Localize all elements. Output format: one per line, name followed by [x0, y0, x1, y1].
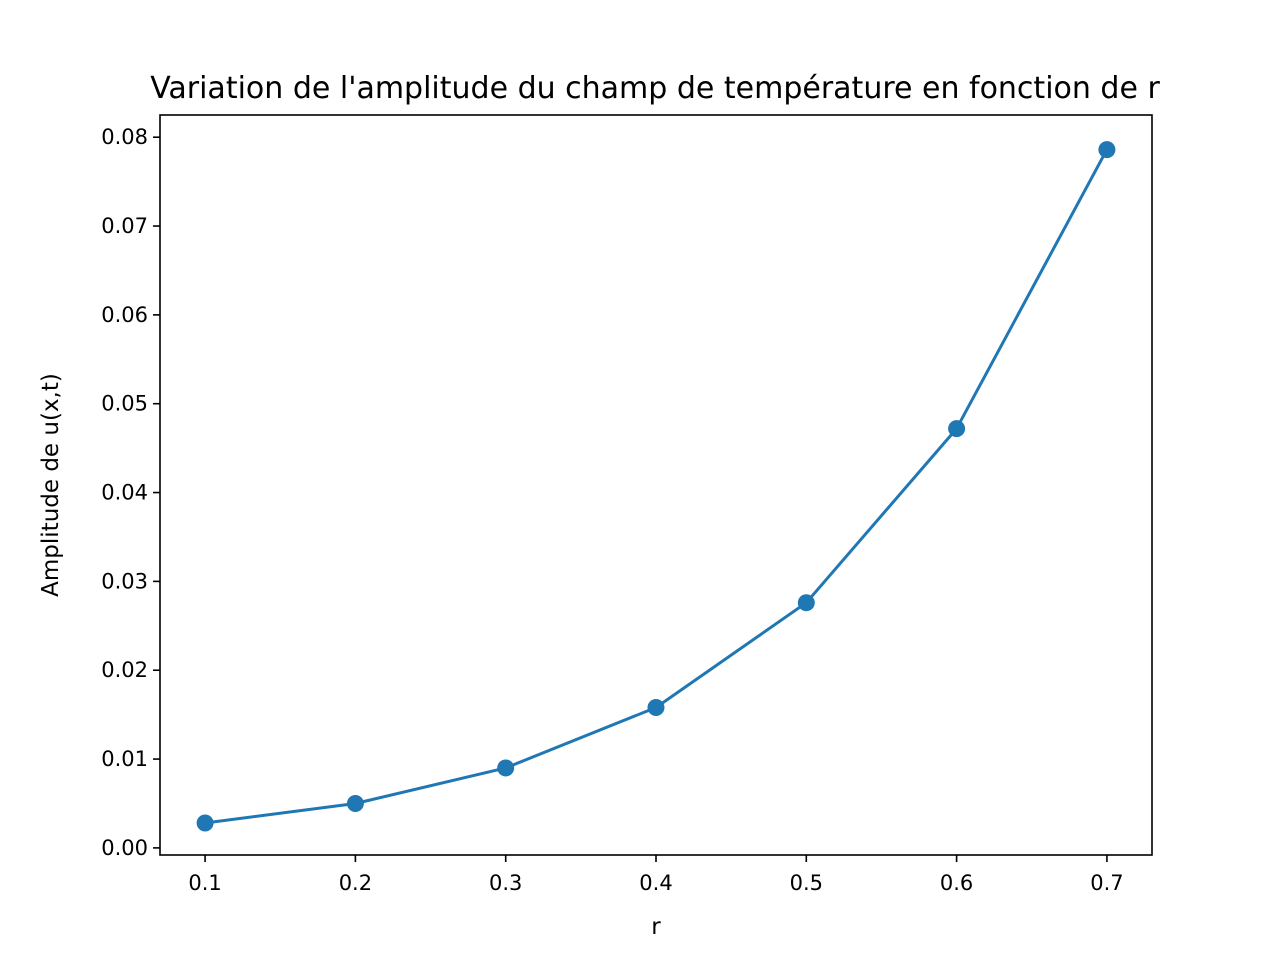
y-tick-label: 0.01	[101, 747, 148, 771]
y-tick-label: 0.05	[101, 392, 148, 416]
y-axis-label: Amplitude de u(x,t)	[38, 373, 64, 597]
data-point	[196, 814, 214, 832]
x-tick-label: 0.6	[940, 871, 973, 895]
x-tick-label: 0.5	[790, 871, 823, 895]
y-tick-label: 0.08	[101, 125, 148, 149]
y-tick-label: 0.06	[101, 303, 148, 327]
y-tick-label: 0.00	[101, 836, 148, 860]
x-tick-label: 0.3	[489, 871, 522, 895]
chart-title: Variation de l'amplitude du champ de tem…	[150, 71, 1160, 106]
x-tick-label: 0.1	[188, 871, 221, 895]
x-tick-label: 0.2	[339, 871, 372, 895]
data-point	[797, 594, 815, 612]
y-tick-label: 0.03	[101, 569, 148, 593]
data-point	[647, 699, 665, 717]
data-point	[497, 759, 515, 777]
x-tick-label: 0.4	[639, 871, 672, 895]
data-point	[346, 794, 364, 812]
y-tick-label: 0.07	[101, 214, 148, 238]
y-tick-label: 0.04	[101, 481, 148, 505]
x-tick-label: 0.7	[1090, 871, 1123, 895]
data-point	[1098, 141, 1116, 159]
x-axis-label: r	[651, 914, 661, 940]
plot-area: 0.1 0.2 0.3 0.4 0.5 0.6 0.7 0.00 0.01 0.02 0.03 0.0…	[101, 125, 1123, 895]
data-point	[948, 420, 966, 438]
y-tick-label: 0.02	[101, 658, 148, 682]
axes-frame	[159, 114, 1153, 856]
